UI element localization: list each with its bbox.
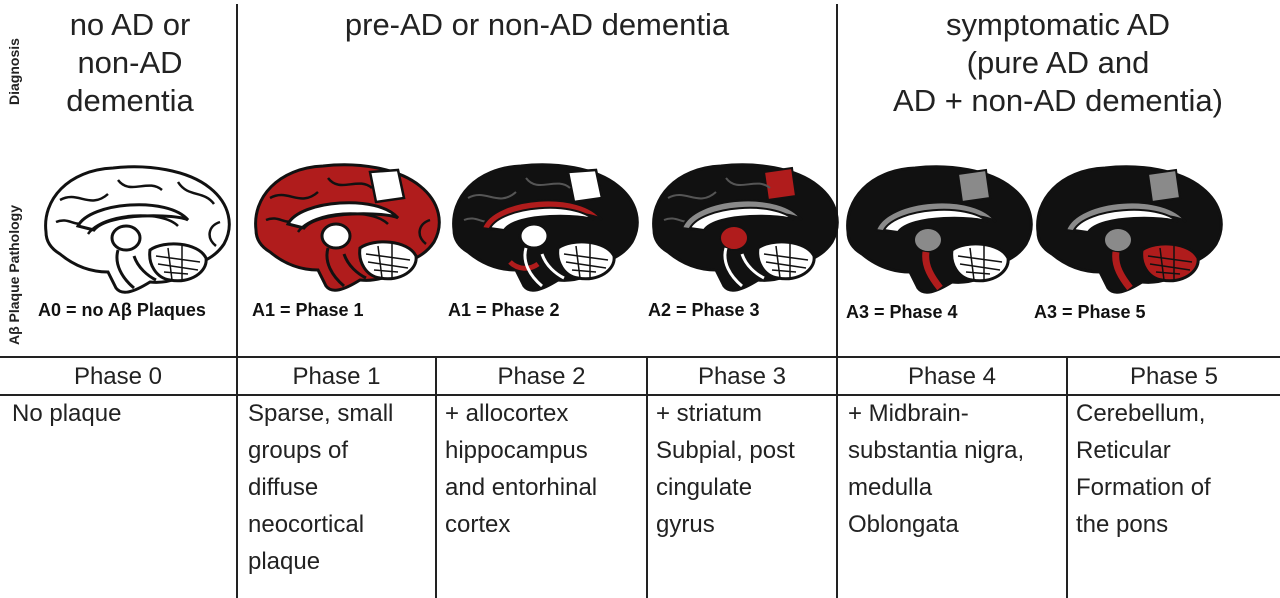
stage-label-2: A1 = Phase 2 xyxy=(448,300,560,320)
col-divider-5 xyxy=(1066,357,1068,598)
description-line: Cerebellum, xyxy=(1076,400,1206,427)
phase-header-0: Phase 0 xyxy=(73,363,163,390)
description-line: cingulate xyxy=(656,474,753,501)
col-divider-4 xyxy=(836,357,838,598)
description-line: cortex xyxy=(445,511,511,538)
phase-description-3: + striatum Subpial, post cingulate gyrus xyxy=(656,395,795,543)
diagnosis-group-1-line: dementia xyxy=(66,83,194,118)
description-line: Reticular xyxy=(1076,437,1171,464)
phase-description-5: Cerebellum, Reticular Formation of the p… xyxy=(1076,395,1211,543)
description-line: Sparse, small xyxy=(248,400,394,427)
description-line: plaque xyxy=(248,548,321,575)
brain-phase-4 xyxy=(846,165,1033,294)
divider-diagnosis-1 xyxy=(236,4,238,356)
description-line: + Midbrain- xyxy=(848,400,969,427)
divider-diagnosis-2 xyxy=(836,4,838,356)
table-header-rule xyxy=(0,394,1280,396)
diagnosis-group-2: pre-AD or non-AD dementia xyxy=(238,6,836,44)
phase-header-3: Phase 3 xyxy=(697,363,787,390)
brain-phase-0 xyxy=(44,165,231,294)
description-line: neocortical xyxy=(248,511,365,538)
col-divider-1 xyxy=(236,357,238,598)
brain-phase-3 xyxy=(652,163,839,292)
phase-header-2: Phase 2 xyxy=(497,363,586,390)
description-line: gyrus xyxy=(656,511,715,538)
phase-header-5: Phase 5 xyxy=(1129,363,1219,390)
col-divider-3 xyxy=(646,357,648,598)
description-line: substantia nigra, xyxy=(848,437,1025,464)
phase-header-1: Phase 1 xyxy=(292,363,381,390)
description-line: medulla xyxy=(848,474,933,501)
description-line: Oblongata xyxy=(848,511,959,538)
phase-description-0: No plaque xyxy=(12,395,121,432)
description-line: groups of xyxy=(248,437,349,464)
description-line: Formation of xyxy=(1076,474,1211,501)
description-line: the pons xyxy=(1076,511,1169,538)
diagnosis-group-1-line: no AD or xyxy=(69,7,191,42)
phase-description-4: + Midbrain- substantia nigra, medulla Ob… xyxy=(848,395,1024,543)
diagnosis-group-3-line: AD + non-AD dementia) xyxy=(893,83,1223,118)
brain-phase-5 xyxy=(1036,165,1223,294)
stage-label-1: A1 = Phase 1 xyxy=(252,300,364,320)
diagnosis-group-3-line: symptomatic AD xyxy=(946,7,1170,42)
phase-description-2: + allocortex hippocampus and entorhinal … xyxy=(445,395,597,543)
table-top-rule xyxy=(0,356,1280,358)
stage-label-4: A3 = Phase 4 xyxy=(846,302,958,322)
diagnosis-group-3: symptomatic AD (pure AD and AD + non-AD … xyxy=(838,6,1278,120)
stage-label-5: A3 = Phase 5 xyxy=(1034,302,1146,322)
description-line: and entorhinal xyxy=(445,474,598,501)
pathology-axis-label: Aβ Plaque Pathology xyxy=(6,204,22,345)
diagnosis-axis-label: Diagnosis xyxy=(6,38,22,105)
brain-phase-2 xyxy=(452,163,639,292)
diagnosis-group-2-line: pre-AD or non-AD dementia xyxy=(344,7,730,42)
diagnosis-group-3-line: (pure AD and xyxy=(966,45,1150,80)
brain-phase-1 xyxy=(254,163,441,292)
diagnosis-group-1: no AD or non-AD dementia xyxy=(30,6,230,120)
description-line: Subpial, post xyxy=(656,437,795,464)
description-line: + allocortex xyxy=(445,400,569,427)
description-line: diffuse xyxy=(248,474,319,501)
col-divider-2 xyxy=(435,357,437,598)
description-line: hippocampus xyxy=(445,437,588,464)
stage-label-3: A2 = Phase 3 xyxy=(648,300,760,320)
phase-header-4: Phase 4 xyxy=(907,363,997,390)
phase-description-1: Sparse, small groups of diffuse neocorti… xyxy=(248,395,393,580)
stage-label-0: A0 = no Aβ Plaques xyxy=(38,300,206,320)
description-line: No plaque xyxy=(12,400,122,427)
diagnosis-group-1-line: non-AD xyxy=(77,45,183,80)
description-line: + striatum xyxy=(656,400,763,427)
